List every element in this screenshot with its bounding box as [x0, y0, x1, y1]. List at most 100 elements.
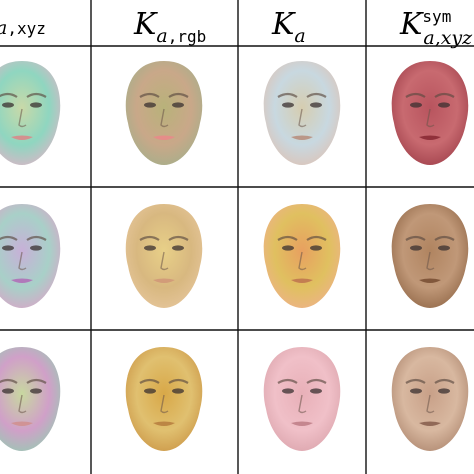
- nose: [18, 108, 27, 128]
- right-eyebrow: [306, 235, 327, 241]
- face-image-r1-c1: [0, 61, 61, 165]
- right-eyebrow: [306, 92, 327, 98]
- face-shape: [263, 204, 341, 308]
- face-image-r2-c3: [263, 204, 341, 308]
- right-eye: [438, 245, 450, 251]
- right-eye: [30, 102, 42, 108]
- nose: [18, 251, 27, 271]
- lips: [291, 278, 313, 283]
- lips: [153, 135, 175, 140]
- left-eye: [2, 102, 14, 108]
- left-eye: [2, 245, 14, 251]
- right-eye: [310, 388, 322, 394]
- face-image-r2-c1: [0, 204, 61, 308]
- column-header-main: K: [133, 7, 158, 42]
- nose: [160, 108, 169, 128]
- left-eyebrow: [0, 378, 18, 384]
- left-eye: [144, 245, 156, 251]
- lips: [11, 135, 33, 140]
- face-shape: [391, 347, 469, 451]
- left-eyebrow: [139, 378, 160, 384]
- right-eye: [438, 102, 450, 108]
- lips: [419, 278, 441, 283]
- right-eye: [310, 102, 322, 108]
- face-image-r3-c1: [0, 347, 61, 451]
- face-image-r3-c4: [391, 347, 469, 451]
- column-header-sub-mono: ,rgb: [168, 27, 207, 46]
- face-shape: [0, 204, 61, 308]
- nose: [426, 108, 435, 128]
- column-header-sub: a: [294, 25, 305, 47]
- right-eye: [172, 388, 184, 394]
- face-shape: [0, 61, 61, 165]
- column-header-sub: a,xyz: [423, 27, 473, 49]
- nose: [18, 394, 27, 414]
- left-eyebrow: [277, 235, 298, 241]
- face-image-r2-c4: [391, 204, 469, 308]
- nose: [298, 251, 307, 271]
- right-eye: [172, 245, 184, 251]
- right-eyebrow: [168, 378, 189, 384]
- lips: [11, 421, 33, 426]
- lips: [153, 278, 175, 283]
- left-eyebrow: [139, 92, 160, 98]
- nose: [298, 108, 307, 128]
- left-eye: [282, 245, 294, 251]
- face-shape: [391, 61, 469, 165]
- left-eyebrow: [0, 235, 18, 241]
- left-eye: [410, 245, 422, 251]
- face-shape: [263, 347, 341, 451]
- face-shape: [0, 347, 61, 451]
- left-eyebrow: [0, 92, 18, 98]
- right-eye: [172, 102, 184, 108]
- face-image-r1-c3: [263, 61, 341, 165]
- right-eyebrow: [26, 378, 47, 384]
- face-shape: [125, 347, 203, 451]
- left-eye: [144, 388, 156, 394]
- column-header-3: Ka: [271, 7, 306, 47]
- nose: [160, 251, 169, 271]
- right-eye: [438, 388, 450, 394]
- left-eye: [2, 388, 14, 394]
- left-eye: [144, 102, 156, 108]
- column-header-main: K: [271, 7, 296, 42]
- face-image-r1-c4: [391, 61, 469, 165]
- face-shape: [125, 204, 203, 308]
- face-image-r2-c2: [125, 204, 203, 308]
- lips: [291, 421, 313, 426]
- right-eyebrow: [434, 92, 455, 98]
- left-eyebrow: [139, 235, 160, 241]
- right-eye: [30, 245, 42, 251]
- left-eye: [282, 102, 294, 108]
- lips: [419, 421, 441, 426]
- nose: [426, 394, 435, 414]
- face-image-r3-c3: [263, 347, 341, 451]
- column-header-1: a,xyz: [0, 17, 46, 39]
- right-eyebrow: [168, 92, 189, 98]
- nose: [426, 251, 435, 271]
- right-eye: [30, 388, 42, 394]
- left-eyebrow: [277, 378, 298, 384]
- column-header-sub: a: [0, 17, 7, 39]
- right-eyebrow: [26, 92, 47, 98]
- right-eyebrow: [26, 235, 47, 241]
- column-header-sub-mono: ,xyz: [7, 19, 46, 38]
- face-shape: [391, 204, 469, 308]
- left-eye: [282, 388, 294, 394]
- right-eyebrow: [306, 378, 327, 384]
- right-eye: [310, 245, 322, 251]
- lips: [291, 135, 313, 140]
- left-eyebrow: [405, 235, 426, 241]
- column-header-sup: sym: [422, 7, 451, 26]
- lips: [11, 278, 33, 283]
- face-image-r3-c2: [125, 347, 203, 451]
- left-eyebrow: [277, 92, 298, 98]
- column-header-main: K: [399, 7, 424, 42]
- lips: [153, 421, 175, 426]
- column-header-sub: a: [156, 25, 167, 47]
- face-image-r1-c2: [125, 61, 203, 165]
- left-eyebrow: [405, 92, 426, 98]
